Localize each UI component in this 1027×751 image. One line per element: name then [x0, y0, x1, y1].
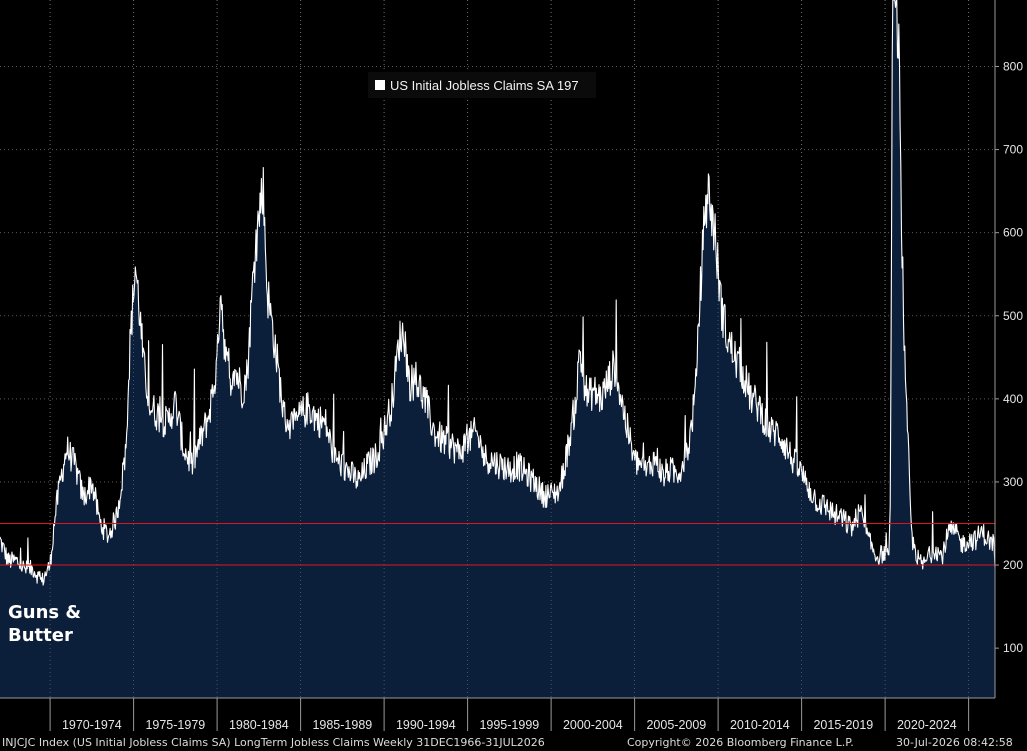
chart-legend: US Initial Jobless Claims SA 197	[368, 72, 596, 98]
y-tick-label: 500	[1003, 309, 1023, 323]
y-tick-label: 200	[1003, 558, 1023, 572]
x-tick-label: 1985-1989	[312, 718, 372, 732]
annotation-line-1: Guns &	[8, 602, 82, 623]
series-line	[0, 0, 996, 586]
y-tick-label: 700	[1003, 143, 1023, 157]
x-tick-label: 2005-2009	[646, 718, 706, 732]
footer-copyright: Copyright© 2026 Bloomberg Finance L.P.	[627, 736, 854, 749]
x-tick-label: 1990-1994	[396, 718, 456, 732]
y-tick-label: 600	[1003, 226, 1023, 240]
x-tick-label: 1995-1999	[479, 718, 539, 732]
x-tick-label: 1975-1979	[145, 718, 205, 732]
y-tick-label: 800	[1003, 59, 1023, 73]
footer-timestamp: 30-Jul-2026 08:42:58	[896, 736, 1013, 749]
y-tick-label: 400	[1003, 392, 1023, 406]
x-tick-label: 2000-2004	[563, 718, 623, 732]
x-tick-label: 2010-2014	[730, 718, 790, 732]
footer-description: INJCJC Index (US Initial Jobless Claims …	[2, 736, 545, 749]
y-tick-label: 100	[1003, 641, 1023, 655]
legend-swatch	[375, 80, 385, 90]
footer-bar: INJCJC Index (US Initial Jobless Claims …	[0, 735, 1027, 751]
x-tick-label: 1980-1984	[229, 718, 289, 732]
x-tick-label: 1970-1974	[62, 718, 122, 732]
x-tick-label: 2015-2019	[813, 718, 873, 732]
chart-annotation: Guns & Butter	[8, 601, 81, 647]
legend-label: US Initial Jobless Claims SA 197	[390, 77, 579, 93]
y-tick-label: 300	[1003, 475, 1023, 489]
x-tick-label: 2020-2024	[897, 718, 957, 732]
annotation-line-2: Butter	[8, 625, 73, 646]
